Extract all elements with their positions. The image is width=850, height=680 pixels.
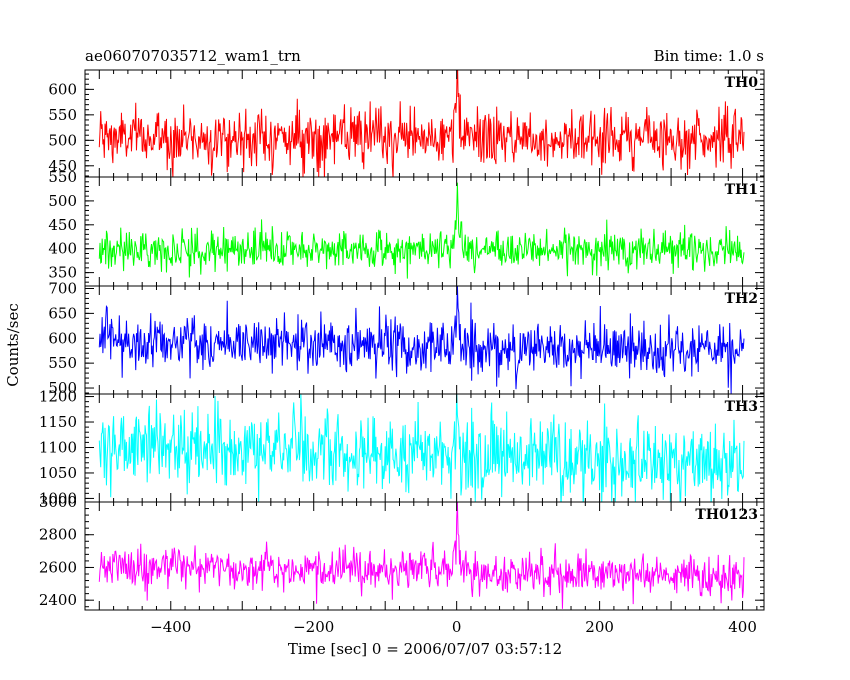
series-line-th3	[98, 394, 745, 502]
y-tick-label: 1100	[39, 438, 77, 456]
x-tick-label: 400	[728, 618, 757, 636]
panel-label-th1: TH1	[725, 182, 758, 198]
panel-th0123: 2400 2600 2800 3000 TH0123	[39, 493, 765, 611]
y-tick-label: 350	[48, 264, 77, 282]
y-tick-label: 3000	[39, 493, 77, 511]
x-axis-title: Time [sec] 0 = 2006/07/07 03:57:12	[288, 640, 562, 658]
panel-label-th3: TH3	[725, 399, 758, 415]
bin-time-label: Bin time: 1.0 s	[654, 47, 764, 65]
y-tick-label: 2600	[39, 558, 77, 576]
panels-group: 450 500 550 600 TH0 350 400 450 500 550 TH1 500 550 6…	[39, 69, 765, 611]
panel-th0: 450 500 550 600 TH0	[48, 69, 765, 178]
plot-title: ae060707035712_wam1_trn	[85, 47, 301, 65]
panel-frame	[84, 176, 765, 287]
y-tick-label: 700	[48, 279, 77, 297]
x-tick-label: 0	[452, 618, 462, 636]
y-axis-title: Counts/sec	[4, 303, 22, 387]
y-tick-label: 450	[48, 157, 77, 175]
y-tick-label: 550	[48, 106, 77, 124]
panel-th3: 1000 1050 1100 1150 1200 TH3	[39, 388, 765, 507]
y-tick-label: 1150	[39, 413, 77, 431]
y-tick-label: 500	[48, 192, 77, 210]
x-tick-label: −400	[150, 618, 191, 636]
x-axis: −400 −200 0 200 400	[150, 618, 757, 636]
y-tick-label: 500	[48, 131, 77, 149]
panel-th1: 350 400 450 500 550 TH1	[48, 168, 765, 287]
x-tick-label: −200	[293, 618, 334, 636]
x-tick-label: 200	[585, 618, 614, 636]
panel-label-th0: TH0	[725, 75, 759, 91]
y-tick-label: 2400	[39, 591, 77, 609]
series-line-th0	[98, 70, 745, 177]
y-tick-label: 1000	[39, 489, 77, 507]
y-tick-label: 550	[48, 168, 77, 186]
series-line-th2	[98, 286, 745, 394]
y-tick-label: 550	[48, 354, 77, 372]
panel-label-th2: TH2	[725, 291, 758, 307]
panel-label-th0123: TH0123	[695, 507, 758, 523]
y-tick-label: 1200	[39, 388, 77, 406]
y-tick-label: 400	[48, 240, 77, 258]
panel-frame	[84, 501, 765, 611]
y-tick-label: 1050	[39, 464, 77, 482]
panel-th2: 500 550 600 650 700 TH2	[48, 279, 765, 397]
y-tick-label: 600	[48, 329, 77, 347]
series-line-th1	[98, 182, 745, 279]
y-tick-label: 500	[48, 379, 77, 397]
y-tick-label: 450	[48, 216, 77, 234]
y-tick-label: 650	[48, 304, 77, 322]
series-line-th0123	[98, 502, 745, 609]
y-tick-label: 600	[48, 80, 77, 98]
y-tick-label: 2800	[39, 526, 77, 544]
